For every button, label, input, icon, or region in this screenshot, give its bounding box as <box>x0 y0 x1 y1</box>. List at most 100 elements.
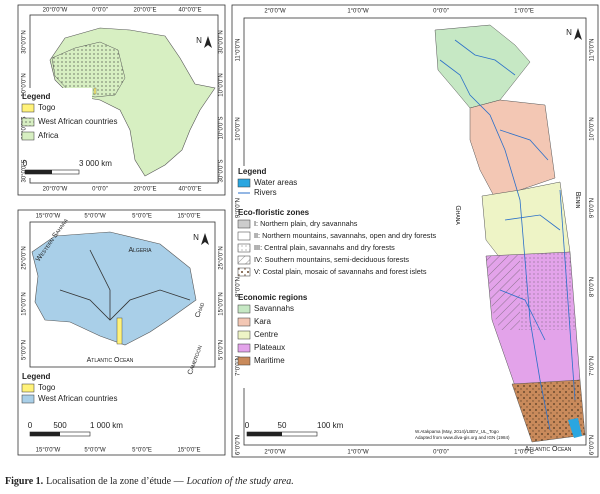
legend-item: West African countries <box>38 117 117 126</box>
legend-item: V: Costal plain, mosaic of savannahs and… <box>254 267 427 276</box>
tick-label: 20°0'0"E <box>133 187 156 193</box>
legend-swatch <box>21 394 35 404</box>
tick-label: 10°0'0"N <box>219 73 225 96</box>
africa-frame <box>17 4 226 196</box>
tick-label: 2°0'0"W <box>264 9 286 15</box>
legend-swatch <box>21 131 35 141</box>
west-africa-region <box>51 41 126 98</box>
north-arrow <box>574 28 582 40</box>
tick-label: 5°0'0"W <box>84 448 106 454</box>
river <box>499 289 546 341</box>
place-label: Chad <box>194 301 206 318</box>
legend-item: Savannahs <box>254 304 294 313</box>
tick-label: 11°0'0"N <box>590 39 596 62</box>
legend-swatch <box>237 255 251 265</box>
tick-label: 30°0'0"S <box>22 159 28 182</box>
north-label: N <box>196 36 202 45</box>
legend-item: Togo <box>38 383 56 392</box>
tick-label: 30°0'0"N <box>22 30 28 53</box>
caption-label: Figure 1. <box>5 476 44 487</box>
west-africa-map-frame <box>29 221 216 368</box>
legend-item: III: Central plain, savannahs and dry fo… <box>254 243 395 252</box>
legend-item: Rivers <box>254 188 277 197</box>
legend-box <box>236 166 472 388</box>
tick-label: 6°0'0"N <box>590 435 596 455</box>
legend-item: West African countries <box>38 394 117 403</box>
tick-label: 25°0'0"N <box>22 246 28 269</box>
scale-label: 1 000 km <box>90 421 123 430</box>
tick-label: 0°0'0" <box>92 187 108 193</box>
togo-location <box>116 317 123 345</box>
legend-swatch <box>237 317 251 327</box>
legend-swatch <box>21 103 35 113</box>
place-label: Benin <box>574 192 581 209</box>
tick-label: 10°0'0"N <box>22 73 28 96</box>
legend-swatch <box>237 243 251 253</box>
river <box>454 39 516 76</box>
tick-label: 5°0'0"N <box>219 340 225 360</box>
river <box>504 214 561 231</box>
tick-label: 5°0'0"E <box>132 448 152 454</box>
scale-label: 100 km <box>317 421 344 430</box>
tick-label: 0°0'0" <box>92 8 108 14</box>
tick-label: 15°0'0"N <box>22 292 28 315</box>
north-arrow <box>201 233 209 245</box>
scale-bar <box>25 170 52 174</box>
place-label: Atlantic Ocean <box>525 446 572 453</box>
scale-label: 500 <box>53 421 67 430</box>
scale-label: 0 <box>23 159 28 168</box>
tick-label: 1°0'0"E <box>514 450 534 456</box>
tick-label: 5°0'0"W <box>84 214 106 220</box>
place-label: Algeria <box>128 247 152 254</box>
zone-pattern <box>486 255 520 330</box>
legend-swatch <box>237 304 251 314</box>
legend-title: Eco-floristic zones <box>238 208 310 217</box>
legend-swatch <box>237 267 251 277</box>
tick-label: 9°0'0"N <box>236 198 242 218</box>
legend-swatch <box>237 356 251 366</box>
place-label: Atlantic Ocean <box>87 357 134 364</box>
scale-bar <box>247 432 282 436</box>
tick-label: 15°0'0"E <box>177 448 200 454</box>
credit: Adapted from www.diva-gis.org and IGN (1… <box>415 435 510 440</box>
legend-item: Kara <box>254 317 271 326</box>
tick-label: 25°0'0"N <box>219 246 225 269</box>
place-label: Ghana <box>454 205 461 225</box>
tick-label: 5°0'0"N <box>22 340 28 360</box>
tick-label: 15°0'0"N <box>219 292 225 315</box>
caption-text: Localisation de la zone d’étude — <box>46 476 184 487</box>
west-africa-frame <box>17 209 226 456</box>
borders <box>89 249 111 320</box>
scale-label: 3 000 km <box>79 159 112 168</box>
legend-title: Legend <box>238 167 267 176</box>
legend-title: Economic regions <box>238 293 308 302</box>
scale-label: 0 <box>28 421 33 430</box>
caption-translation: Location of the study area. <box>186 476 294 487</box>
tick-label: 9°0'0"N <box>590 198 596 218</box>
tick-label: 30°0'0"S <box>219 159 225 182</box>
tick-label: 0°0'0" <box>433 450 449 456</box>
tick-label: 6°0'0"N <box>236 435 242 455</box>
scale-label: 50 <box>278 421 287 430</box>
legend-item: Water areas <box>254 178 297 187</box>
river <box>439 59 551 431</box>
tick-label: 20°0'0"W <box>43 8 68 14</box>
tick-label: 11°0'0"N <box>236 39 242 62</box>
togo-frame <box>231 4 599 458</box>
west-africa-land <box>31 231 197 346</box>
kara-region <box>469 99 556 199</box>
north-arrow <box>204 36 212 48</box>
scale-bar <box>30 432 60 436</box>
legend-item: II: Northern mountains, savannahs, open … <box>254 231 436 240</box>
legend-swatch <box>237 330 251 340</box>
legend-title: Legend <box>22 372 51 381</box>
tick-label: 10°0'0"N <box>236 117 242 140</box>
tick-label: 20°0'0"E <box>133 8 156 14</box>
tick-label: 7°0'0"N <box>236 356 242 376</box>
legend-swatch <box>237 219 251 229</box>
tick-label: 7°0'0"N <box>590 356 596 376</box>
scale-label: 0 <box>245 421 250 430</box>
river <box>499 129 549 161</box>
legend-swatch <box>237 231 251 241</box>
tick-label: 15°0'0"E <box>177 214 200 220</box>
